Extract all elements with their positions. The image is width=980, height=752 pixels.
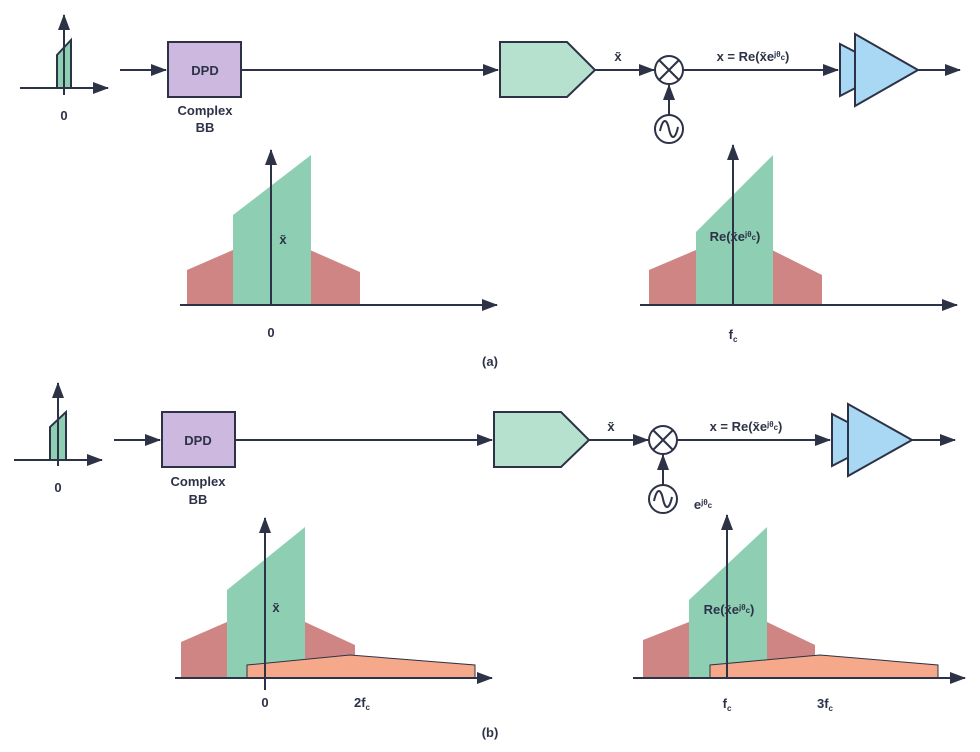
output-label: x = Re(x̃ejθc) (717, 49, 790, 64)
power-amplifier-icon (831, 402, 915, 478)
signal-label: Re(x̃ejθc) (704, 602, 755, 617)
power-amplifier-icon (839, 32, 921, 108)
tick-label: fc (729, 327, 738, 344)
axis-zero-label: 0 (54, 480, 61, 495)
dpd-label: DPD (191, 63, 218, 78)
caption-a: (a) (482, 354, 498, 369)
oscillator-icon (648, 484, 678, 514)
bb-label: BB (196, 120, 215, 135)
mixer-icon (648, 425, 678, 455)
rf-spectrum: Re(x̃ejθc) fc (640, 144, 958, 344)
axis-zero-label: 0 (60, 108, 67, 123)
complex-label: Complex (171, 474, 227, 489)
dpd-label: DPD (184, 433, 211, 448)
baseband-spectrum: x̃ 0 2fc (175, 517, 493, 712)
output-label: x = Re(x̃ejθc) (710, 419, 783, 434)
signal-label: x̃ (279, 232, 287, 247)
xtilde-label: x̃ (614, 49, 622, 64)
tick-label: 0 (267, 325, 274, 340)
panel-a: 0 DPD Complex BB x̃ x = Re(x̃ejθc) (20, 14, 961, 369)
rf-spectrum: Re(x̃ejθc) fc 3fc (633, 514, 966, 713)
dac-block (493, 411, 591, 468)
complex-label: Complex (178, 103, 234, 118)
oscillator-icon (654, 114, 684, 144)
input-spectrum-small: 0 (14, 382, 103, 495)
panel-b: 0 DPD Complex BB x̃ ejθc x = Re(x̃ejθc) (14, 382, 966, 740)
tick-label: 3fc (817, 696, 834, 713)
input-spectrum-small: 0 (20, 14, 109, 123)
caption-b: (b) (482, 725, 499, 740)
dpd-block (167, 41, 242, 98)
dac-block (499, 41, 597, 98)
oscillator-label: ejθc (694, 497, 713, 512)
tick-label: 2fc (354, 695, 371, 712)
xtilde-label: x̃ (607, 419, 615, 434)
signal-label: Re(x̃ejθc) (710, 229, 761, 244)
tick-label: fc (723, 696, 732, 713)
tick-label: 0 (261, 695, 268, 710)
bb-label: BB (189, 492, 208, 507)
signal-label: x̃ (272, 600, 280, 615)
dpd-block (161, 411, 236, 468)
baseband-spectrum: x̃ 0 (180, 149, 498, 340)
mixer-icon (654, 55, 684, 85)
